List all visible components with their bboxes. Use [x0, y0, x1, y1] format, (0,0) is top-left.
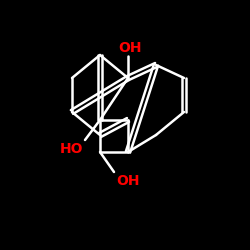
Text: OH: OH: [116, 174, 140, 188]
Text: HO: HO: [60, 142, 83, 156]
Text: OH: OH: [118, 41, 142, 55]
